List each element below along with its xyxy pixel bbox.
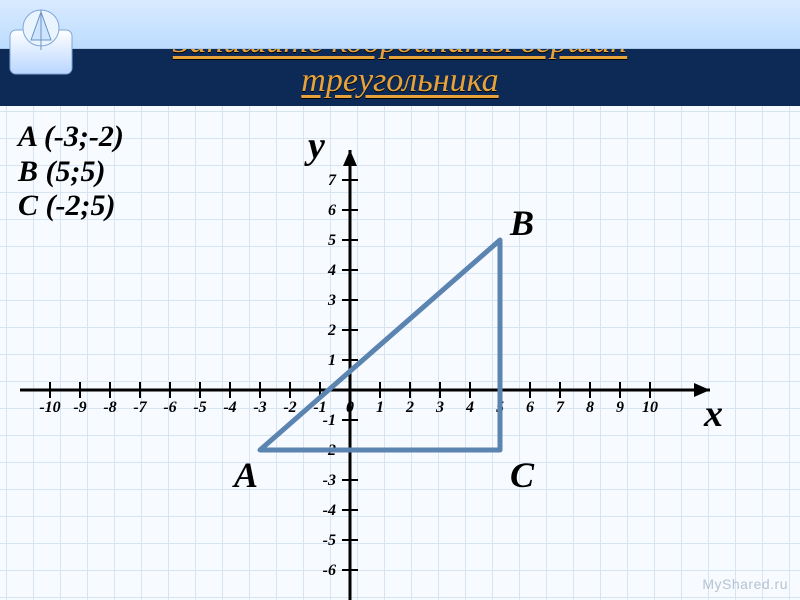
- watermark: MySharеd.ru: [702, 576, 788, 592]
- y-axis-label: y: [308, 124, 325, 168]
- vertex-label-C: C: [510, 454, 534, 496]
- vertex-coordinates: A (-3;-2) B (5;5) C (-2;5): [18, 120, 124, 224]
- top-bar: [0, 0, 800, 49]
- vertex-label-B: B: [510, 202, 534, 244]
- vertex-label-A: A: [234, 454, 258, 496]
- x-axis-label: x: [704, 392, 723, 436]
- coord-C: C (-2;5): [18, 189, 124, 224]
- coord-A: A (-3;-2): [18, 120, 124, 155]
- coord-B: B (5;5): [18, 155, 124, 190]
- title-line2: треугольника: [0, 61, 800, 100]
